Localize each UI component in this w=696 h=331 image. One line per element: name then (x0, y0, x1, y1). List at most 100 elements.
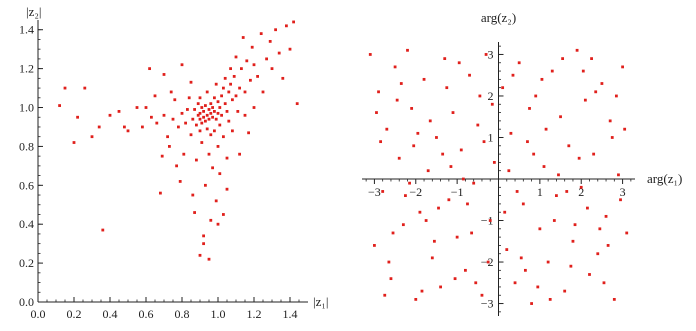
data-point (435, 136, 438, 139)
data-point (241, 36, 245, 39)
data-point (261, 90, 265, 94)
data-point (575, 48, 579, 52)
data-point (265, 57, 268, 61)
data-point (238, 152, 241, 156)
data-point (466, 202, 469, 206)
data-point (292, 20, 295, 24)
data-point (169, 90, 173, 94)
data-point (486, 260, 490, 264)
data-point (412, 144, 416, 148)
data-point (401, 223, 405, 227)
data-point (588, 273, 591, 276)
data-point (259, 32, 263, 36)
data-point (598, 227, 602, 231)
data-point (445, 86, 449, 90)
data-point (590, 57, 593, 61)
data-point (451, 111, 455, 114)
data-point (476, 123, 480, 127)
data-point (216, 222, 220, 226)
data-point (213, 96, 216, 100)
data-point (231, 98, 234, 102)
y-tick-label: 3 (488, 47, 494, 61)
data-point (482, 140, 486, 144)
data-point (205, 127, 209, 131)
data-point (441, 152, 445, 156)
data-point (548, 297, 552, 301)
data-point (225, 187, 229, 191)
data-point (243, 90, 247, 94)
data-point (430, 256, 434, 260)
data-point (193, 211, 196, 214)
x-tick-label: 0.4 (103, 307, 118, 321)
data-point (492, 160, 496, 164)
data-point (583, 98, 587, 102)
data-point (295, 102, 299, 106)
modulus-x-axis-title: |z₁| (313, 294, 329, 309)
data-point (577, 156, 581, 160)
data-point (573, 223, 577, 227)
data-point (416, 131, 420, 135)
data-point (281, 76, 285, 80)
data-point (198, 96, 202, 100)
data-point (171, 117, 175, 121)
data-point (209, 102, 213, 106)
data-point (426, 169, 430, 173)
data-point (501, 86, 505, 90)
data-point (216, 100, 220, 104)
data-point (623, 127, 627, 131)
y-tick-label: 1 (488, 130, 494, 144)
data-point (207, 117, 211, 121)
x-tick-label: 2 (578, 185, 584, 199)
data-point (270, 67, 274, 71)
data-point (285, 24, 288, 28)
data-point (218, 106, 222, 109)
x-tick-label: 3 (620, 185, 626, 199)
data-point (234, 55, 238, 59)
data-point (63, 86, 67, 90)
y-tick-label: 1.2 (19, 62, 34, 76)
data-point (594, 90, 598, 94)
data-point (189, 80, 193, 84)
data-point (223, 76, 227, 80)
data-point (209, 133, 213, 137)
data-point (619, 198, 622, 202)
data-point (563, 289, 567, 293)
x-tick-label: 1.0 (211, 307, 226, 321)
data-point (168, 145, 171, 148)
modulus-points (58, 20, 299, 261)
y-tick-label: 1.4 (19, 23, 34, 37)
data-point (617, 173, 620, 177)
data-point (540, 77, 544, 81)
data-point (484, 53, 488, 56)
data-point (234, 94, 238, 98)
data-point (200, 141, 204, 144)
data-point (117, 110, 121, 113)
data-point (459, 148, 463, 152)
data-point (150, 115, 153, 119)
data-point (187, 96, 191, 100)
data-point (368, 53, 372, 56)
data-point (211, 115, 214, 119)
data-point (455, 235, 459, 239)
data-point (468, 73, 471, 77)
data-point (180, 63, 184, 67)
data-point (204, 183, 207, 187)
data-point (97, 125, 101, 129)
data-point (76, 115, 79, 119)
data-point (274, 28, 277, 32)
data-point (159, 191, 162, 195)
data-point (108, 113, 112, 117)
data-point (447, 198, 451, 202)
data-point (422, 77, 426, 81)
data-point (222, 135, 225, 139)
data-point (216, 145, 220, 148)
data-point (207, 108, 211, 111)
data-point (232, 75, 236, 78)
data-point (523, 268, 527, 272)
data-point (381, 190, 385, 193)
data-point (123, 125, 126, 129)
y-tick-label: 0.2 (19, 256, 34, 270)
data-point (268, 39, 272, 43)
